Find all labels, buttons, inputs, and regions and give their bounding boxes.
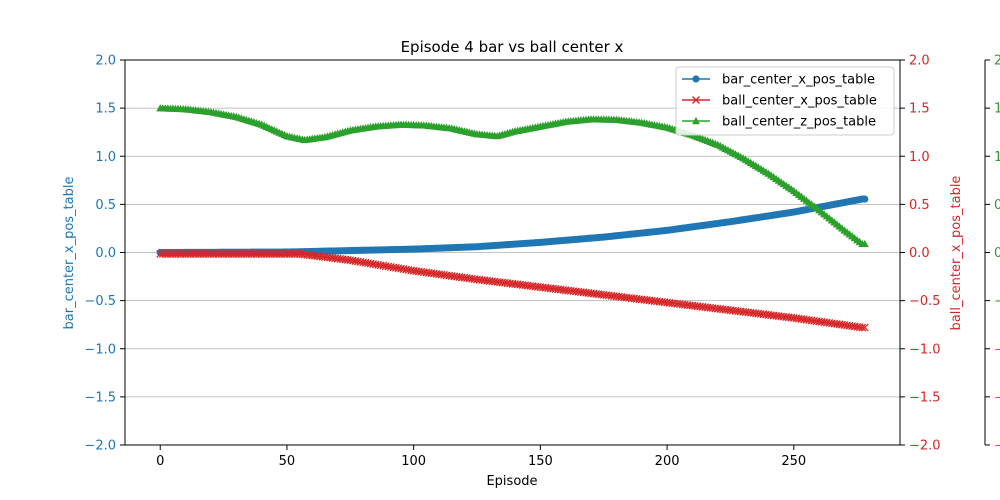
- data-point: [858, 323, 867, 332]
- data-point: [860, 239, 869, 248]
- y-tick-label-far-right: −0.5: [994, 294, 1000, 309]
- chart-title: Episode 4 bar vs ball center x: [401, 38, 624, 56]
- y-tick-label-right: −0.5: [909, 294, 941, 309]
- y-tick-label-left: 2.0: [95, 54, 116, 69]
- legend-entry: bar_center_x_pos_table: [682, 73, 875, 88]
- y-tick-label-far-right: 1.5: [994, 102, 1000, 117]
- x-tick-label: 50: [279, 454, 296, 469]
- series-layer: [156, 104, 869, 332]
- y-tick-label-left: 0.5: [95, 198, 116, 213]
- data-point: [860, 323, 869, 332]
- y-tick-label-right: 0.0: [909, 246, 930, 261]
- x-tick-label: 200: [655, 454, 680, 469]
- y-tick-label-left: −0.5: [84, 294, 116, 309]
- y-tick-label-left: 0.0: [95, 246, 116, 261]
- legend-label: bar_center_x_pos_table: [722, 73, 875, 88]
- y-tick-label-left: 1.0: [95, 150, 116, 165]
- series-ball_center_x_pos_table: [156, 249, 869, 332]
- y-tick-label-left: −2.0: [84, 439, 116, 454]
- x-tick-label: 150: [528, 454, 553, 469]
- y-tick-label-right: 1.5: [909, 102, 930, 117]
- data-point: [861, 195, 869, 203]
- legend-marker: [692, 96, 700, 104]
- x-tick-label: 250: [781, 454, 806, 469]
- y-tick-label-left: −1.0: [84, 342, 116, 357]
- y-tick-label-far-right: 0.5: [994, 198, 1000, 213]
- y-tick-label-right: 2.0: [909, 54, 930, 69]
- y-tick-label-right: −1.5: [909, 390, 941, 405]
- y-tick-label-left: −1.5: [84, 390, 116, 405]
- y-tick-label-right: 0.5: [909, 198, 930, 213]
- legend-label: ball_center_x_pos_table: [722, 94, 877, 109]
- y-tick-label-right: 1.0: [909, 150, 930, 165]
- y-tick-label-far-right: −2.0: [994, 439, 1000, 454]
- series-ball_center_z_pos_table: [156, 104, 869, 248]
- y-axis-label-left: bar_center_x_pos_table: [62, 177, 77, 330]
- legend-entry: ball_center_x_pos_table: [682, 94, 877, 109]
- legend-label: ball_center_z_pos_table: [722, 115, 876, 130]
- y-tick-label-right: −2.0: [909, 439, 941, 454]
- legend: bar_center_x_pos_table ball_center_x_pos_…: [675, 66, 895, 136]
- tick-layer: 0 50 100 150 200 250 −2.0 −2.0 −2.0 −1.5 −1.5 −1.5 −…: [84, 54, 1000, 470]
- y-tick-label-far-right: 1.0: [994, 150, 1000, 165]
- y-tick-label-far-right: −1.0: [994, 342, 1000, 357]
- x-tick-label: 0: [156, 454, 164, 469]
- legend-marker: [692, 117, 700, 125]
- y-tick-label-far-right: 2.0: [994, 54, 1000, 69]
- x-tick-label: 100: [401, 454, 426, 469]
- legend-marker: [692, 75, 700, 83]
- y-axis-label-right: ball_center_x_pos_table: [949, 176, 964, 331]
- y-tick-label-right: −1.0: [909, 342, 941, 357]
- legend-entry: ball_center_z_pos_table: [682, 115, 876, 130]
- y-tick-label-far-right: 0.0: [994, 246, 1000, 261]
- y-tick-label-left: 1.5: [95, 102, 116, 117]
- legend-box: [675, 66, 895, 136]
- y-tick-label-far-right: −1.5: [994, 390, 1000, 405]
- x-axis-label: Episode: [486, 474, 537, 489]
